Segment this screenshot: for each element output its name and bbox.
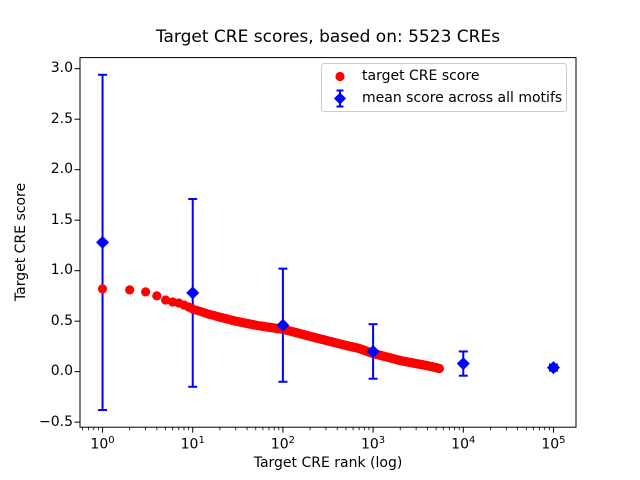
x-tick-label: 105: [541, 435, 566, 453]
y-axis-label: Target CRE score: [13, 182, 29, 302]
legend-label-mean-score: mean score across all motifs: [362, 90, 563, 106]
legend-box: [321, 63, 567, 112]
y-tick-label: 2.0: [50, 161, 73, 178]
y-tick-label: 2.5: [50, 110, 73, 127]
legend-label-target-cre-score: target CRE score: [362, 68, 480, 84]
target-score-scatter-points: [97, 284, 444, 374]
y-tick-label: 0.5: [50, 312, 73, 329]
mean-series-error-bars: [98, 73, 558, 412]
x-axis-label: Target CRE rank (log): [253, 455, 403, 471]
y-tick-label: 1.5: [50, 211, 73, 228]
y-tick-label: 1.0: [50, 262, 73, 279]
x-tick-label: 101: [180, 435, 205, 453]
x-tick-label: 104: [451, 435, 476, 453]
axes-frame-and-ticks: [74, 57, 577, 433]
y-tick-label: −0.5: [39, 413, 73, 430]
y-tick-label: 3.0: [50, 60, 73, 77]
x-tick-label: 100: [90, 435, 115, 453]
mean-series-diamond-markers: [96, 235, 560, 375]
x-tick-label: 103: [360, 435, 386, 453]
y-tick-label: 0.0: [50, 363, 73, 380]
x-tick-label: 102: [270, 435, 296, 453]
chart-title: Target CRE scores, based on: 5523 CREs: [155, 27, 501, 47]
